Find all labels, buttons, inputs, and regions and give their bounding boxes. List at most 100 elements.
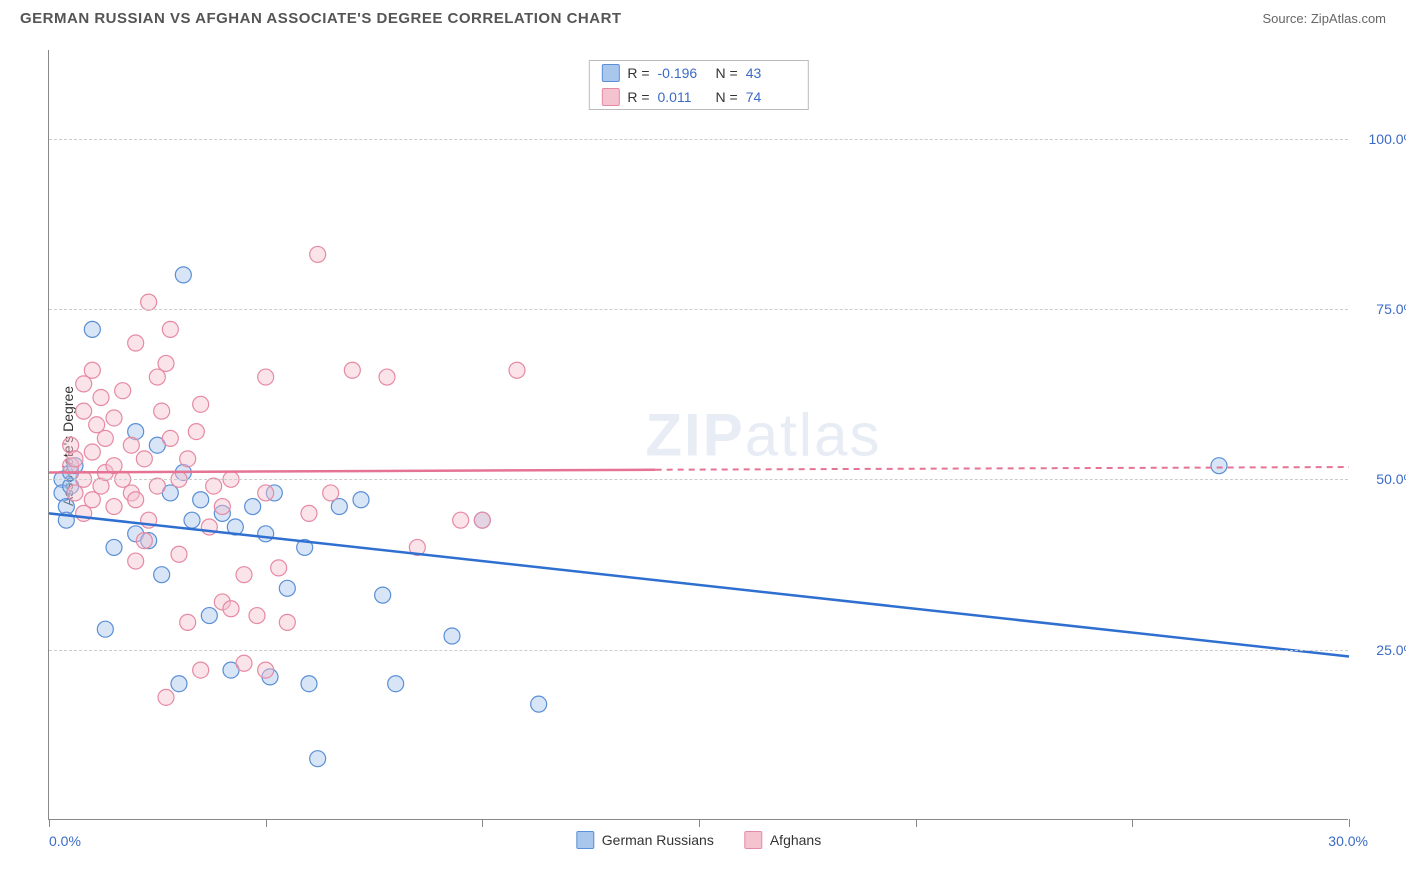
scatter-point xyxy=(76,403,92,419)
chart-plot-area: ZIPatlas R =-0.196N =43R =0.011N =74 0.0… xyxy=(48,50,1348,820)
scatter-point xyxy=(162,430,178,446)
stat-n-value: 74 xyxy=(746,89,796,105)
stat-n-value: 43 xyxy=(746,65,796,81)
scatter-point xyxy=(301,676,317,692)
scatter-point xyxy=(279,580,295,596)
scatter-point xyxy=(115,383,131,399)
scatter-point xyxy=(223,601,239,617)
scatter-point xyxy=(453,512,469,528)
scatter-point xyxy=(444,628,460,644)
scatter-point xyxy=(106,499,122,515)
scatter-point xyxy=(388,676,404,692)
scatter-point xyxy=(158,689,174,705)
legend-label: German Russians xyxy=(602,832,714,848)
scatter-point xyxy=(258,369,274,385)
x-axis-min-label: 0.0% xyxy=(49,833,81,849)
y-tick-label: 50.0% xyxy=(1376,471,1406,487)
scatter-point xyxy=(67,451,83,467)
scatter-point xyxy=(236,655,252,671)
scatter-point xyxy=(180,451,196,467)
x-tick xyxy=(699,819,700,827)
scatter-point xyxy=(171,546,187,562)
legend-label: Afghans xyxy=(770,832,821,848)
correlation-legend: R =-0.196N =43R =0.011N =74 xyxy=(588,60,808,110)
scatter-point xyxy=(93,390,109,406)
correlation-legend-row: R =0.011N =74 xyxy=(589,85,807,109)
scatter-point xyxy=(106,539,122,555)
source-label: Source: ZipAtlas.com xyxy=(1262,11,1386,26)
scatter-point xyxy=(531,696,547,712)
stat-r-value: -0.196 xyxy=(658,65,708,81)
legend-item: German Russians xyxy=(576,831,714,849)
scatter-point xyxy=(84,444,100,460)
scatter-point xyxy=(106,410,122,426)
scatter-point xyxy=(375,587,391,603)
scatter-point xyxy=(128,553,144,569)
scatter-point xyxy=(249,608,265,624)
legend-swatch xyxy=(601,64,619,82)
scatter-point xyxy=(193,662,209,678)
trend-line-extrapolated xyxy=(656,467,1349,470)
scatter-point xyxy=(184,512,200,528)
scatter-point xyxy=(158,355,174,371)
scatter-point xyxy=(301,505,317,521)
legend-swatch xyxy=(601,88,619,106)
scatter-point xyxy=(84,362,100,378)
x-tick xyxy=(1349,819,1350,827)
correlation-legend-row: R = -0.196 N = 43 xyxy=(589,61,807,85)
legend-swatch xyxy=(576,831,594,849)
scatter-point xyxy=(128,492,144,508)
y-tick-label: 75.0% xyxy=(1376,301,1406,317)
scatter-point xyxy=(344,362,360,378)
scatter-point xyxy=(97,430,113,446)
scatter-point xyxy=(279,614,295,630)
gridline xyxy=(49,479,1348,480)
y-tick-label: 100.0% xyxy=(1369,131,1406,147)
scatter-point xyxy=(236,567,252,583)
stat-n-label: N = xyxy=(716,65,738,81)
scatter-point xyxy=(1211,458,1227,474)
scatter-point xyxy=(128,335,144,351)
scatter-point xyxy=(154,567,170,583)
x-tick xyxy=(916,819,917,827)
series-legend: German Russians Afghans xyxy=(576,831,821,849)
scatter-point xyxy=(84,321,100,337)
scatter-point xyxy=(310,246,326,262)
scatter-point xyxy=(474,512,490,528)
x-tick xyxy=(266,819,267,827)
scatter-point xyxy=(97,621,113,637)
scatter-point xyxy=(188,424,204,440)
scatter-point xyxy=(258,526,274,542)
scatter-point xyxy=(245,499,261,515)
scatter-point xyxy=(353,492,369,508)
chart-title: GERMAN RUSSIAN VS AFGHAN ASSOCIATE'S DEG… xyxy=(20,10,622,27)
scatter-point xyxy=(136,533,152,549)
scatter-point xyxy=(201,608,217,624)
y-tick-label: 25.0% xyxy=(1376,642,1406,658)
scatter-point xyxy=(258,485,274,501)
x-tick xyxy=(49,819,50,827)
gridline xyxy=(49,650,1348,651)
scatter-point xyxy=(162,321,178,337)
scatter-point xyxy=(509,362,525,378)
gridline xyxy=(49,139,1348,140)
scatter-point xyxy=(141,294,157,310)
stat-n-label: N = xyxy=(716,89,738,105)
stat-r-label: R = xyxy=(627,65,649,81)
scatter-point xyxy=(180,614,196,630)
scatter-point xyxy=(154,403,170,419)
scatter-point xyxy=(193,492,209,508)
x-tick xyxy=(482,819,483,827)
trend-line xyxy=(49,513,1349,656)
scatter-point xyxy=(258,662,274,678)
scatter-point xyxy=(323,485,339,501)
scatter-point xyxy=(193,396,209,412)
trend-line xyxy=(49,470,656,473)
legend-item: Afghans xyxy=(744,831,821,849)
scatter-point xyxy=(379,369,395,385)
scatter-point xyxy=(123,437,139,453)
x-tick xyxy=(1132,819,1133,827)
legend-swatch xyxy=(744,831,762,849)
scatter-point xyxy=(310,751,326,767)
scatter-point xyxy=(171,676,187,692)
